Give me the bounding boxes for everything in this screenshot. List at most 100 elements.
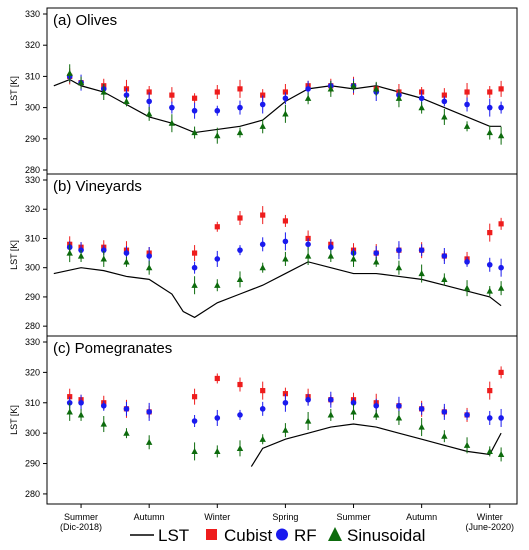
data-point [259,406,266,412]
data-point [145,264,153,271]
data-point [418,104,425,111]
legend-item-lst: LST [130,526,189,545]
data-point [236,444,244,451]
x-tick-label-line: Winter [477,512,503,522]
data-point [214,375,220,382]
data-point [304,417,312,424]
panels: 280 290 300 310 320 330 LST [K] (a) Olives 280 29… [9,7,518,505]
data-point [464,259,470,265]
data-point [498,86,504,92]
y-tick-label: 320 [25,40,40,50]
data-point [236,129,244,136]
data-point [282,391,289,397]
y-axis-label: LST [K] [9,405,19,435]
data-point [169,104,175,111]
data-point [145,438,153,445]
data-point [487,230,493,236]
data-point [464,101,470,108]
data-point [418,270,425,277]
x-tick-label: Summer [337,512,371,522]
data-point [487,89,493,95]
data-point [498,221,504,227]
data-point [123,429,130,436]
data-point [66,408,73,415]
data-point [441,432,448,439]
data-point [123,406,130,412]
data-point [237,247,243,253]
series-rf [66,232,504,277]
panel-2: 280 290 300 310 320 330 LST [K] (b) Vineyards [9,173,518,337]
y-tick-label: 300 [25,263,40,273]
legend-item-rf: RF [276,526,317,545]
y-tick-label: 300 [25,428,40,438]
x-tick-label: Winter [204,512,230,522]
data-point [350,255,357,262]
data-point [100,420,107,427]
data-point [418,423,425,430]
panel-title: (a) Olives [53,12,117,29]
data-point [441,113,448,120]
data-point [77,79,85,86]
y-tick-label: 320 [25,204,40,214]
y-tick-label: 330 [25,337,40,347]
data-point [168,119,176,126]
data-point [66,399,73,406]
series-lst [53,261,502,319]
series-rf [66,391,504,427]
data-point [486,261,493,268]
data-point [305,86,311,92]
data-point [191,95,198,101]
data-point [498,415,504,421]
data-point [464,412,470,418]
y-tick-label: 280 [25,321,40,331]
data-point [146,253,152,259]
data-point [78,399,84,406]
data-point [191,447,198,454]
y-tick-label: 310 [25,71,40,81]
data-point [77,252,85,259]
y-tick-label: 320 [25,367,40,377]
lst-line [250,423,502,467]
y-tick-label: 290 [25,459,40,469]
data-point [237,104,243,111]
x-tick-label-line: Autumn [406,512,437,522]
x-tick-label: Autumn [406,512,437,522]
y-tick-label: 330 [25,9,40,19]
data-point [497,451,505,458]
data-point [282,89,289,95]
legend-marker [276,528,288,541]
data-point [418,95,425,102]
data-point [327,85,335,92]
data-point [463,284,471,291]
data-point [191,250,198,256]
data-point [100,403,107,409]
panel-3: 280 290 300 310 320 330 LST [K] (c) Pomegranate… [9,335,518,505]
y-axis-label: LST [K] [9,240,19,270]
panel-1: 280 290 300 310 320 330 LST [K] (a) Olives [9,7,518,175]
data-point [259,122,266,129]
data-point [191,107,198,114]
data-point [441,98,448,105]
data-point [123,258,130,265]
data-point [214,281,221,288]
data-point [237,86,243,92]
data-point [214,447,221,454]
data-point [373,258,380,265]
legend-item-cubist: Cubist [206,526,272,545]
data-point [214,132,221,139]
data-point [486,287,493,294]
data-point [100,88,107,95]
data-point [123,250,130,256]
legend-label: LST [158,526,189,545]
data-point [498,104,504,111]
data-point [498,369,504,375]
lst-line [53,261,502,319]
data-point [260,92,266,98]
data-point [191,264,198,271]
data-point [464,89,470,95]
data-point [100,255,107,262]
x-tick-label-line: Summer [64,512,98,522]
lst-line [53,78,502,134]
x-tick-label-line: Autumn [134,512,165,522]
x-axis: Summer (Dic-2018)Autumn Winter Spring Summer… [60,504,514,532]
